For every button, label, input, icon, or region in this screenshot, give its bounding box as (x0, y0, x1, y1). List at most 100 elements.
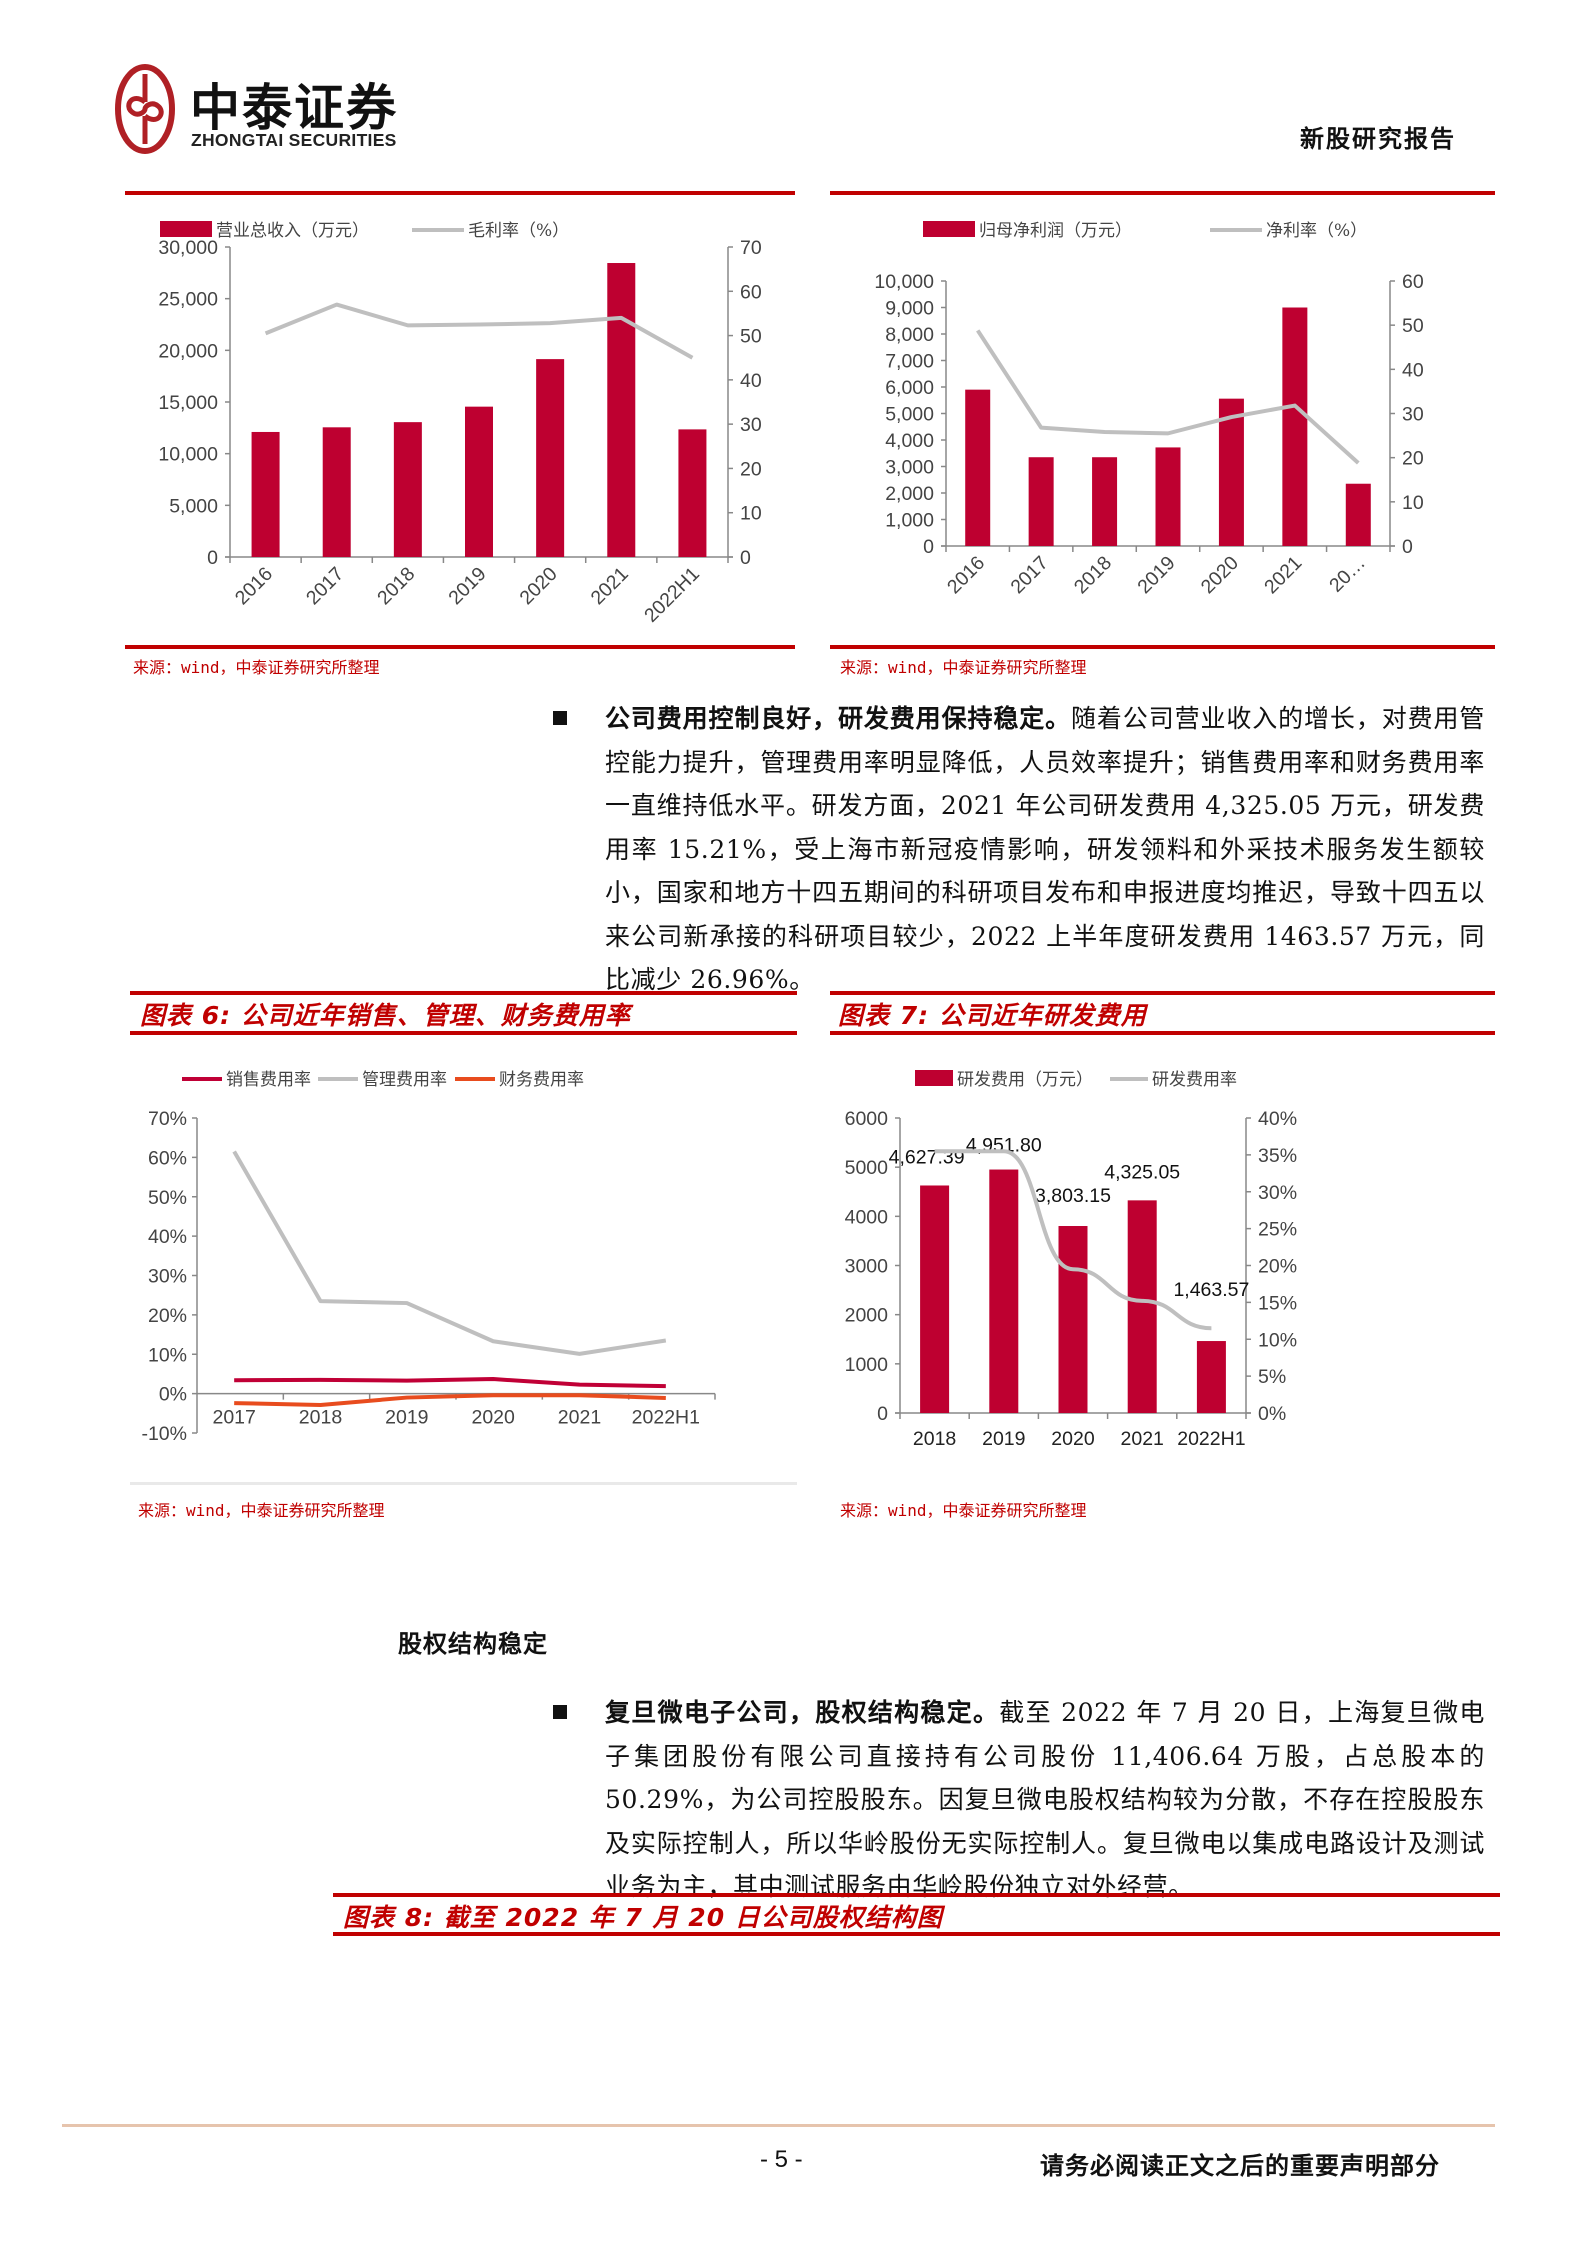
legend-label: 财务费用率 (499, 1070, 584, 1090)
bar (1155, 447, 1181, 546)
bar (1282, 307, 1308, 546)
y-axis-right-tick: 40 (740, 370, 762, 392)
paragraph-lead: 复旦微电子公司，股权结构稳定。 (605, 1698, 1000, 1727)
revenue-gross-margin-chart: 营业总收入（万元） 毛利率（%） 0 5,000 10,000 15,000 20,000 2… (158, 221, 762, 627)
y-axis-tick: 50% (148, 1187, 187, 1209)
x-axis-tick: 2018 (373, 563, 419, 609)
y-axis-right-tick: 30 (740, 414, 762, 436)
fig8-title-rule-bottom (333, 1932, 1500, 1936)
source-rule-left (130, 1482, 797, 1485)
x-axis-tick: 2017 (1006, 552, 1052, 598)
y-axis-left-tick: 4000 (845, 1206, 889, 1228)
y-axis-left-tick: 3000 (845, 1256, 889, 1278)
bar (322, 427, 351, 557)
bar (1028, 457, 1054, 546)
legend-bar-swatch (915, 1070, 953, 1086)
x-axis-tick: 2016 (943, 552, 989, 598)
page-number: - 5 - (760, 2146, 803, 2173)
rd-expense-chart: 研发费用（万元） 研发费用率 0 1000 2000 3000 4000 5000 6000 0%… (845, 1070, 1297, 1450)
y-axis-left-tick: 7,000 (885, 351, 934, 373)
y-axis-right-tick: 20 (1402, 448, 1424, 470)
x-axis-tick: 2016 (231, 563, 277, 609)
y-axis-right-tick: 20% (1258, 1256, 1297, 1278)
footer-divider (62, 2124, 1495, 2127)
chart-source-note: 来源：wind，中泰证券研究所整理 (138, 1501, 385, 1520)
y-axis-right-tick: 40% (1258, 1108, 1297, 1130)
y-axis-left-tick: 5000 (845, 1157, 889, 1179)
y-axis-left-tick: 6000 (845, 1108, 889, 1130)
x-axis-tick: 2020 (1051, 1428, 1095, 1450)
legend-label: 毛利率（%） (468, 221, 569, 241)
paragraph-body: 截至 2022 年 7 月 20 日，上海复旦微电子集团股份有限公司直接持有公司… (605, 1698, 1485, 1901)
fig8-title-rule-top (333, 1893, 1500, 1897)
y-axis-left-tick: 2,000 (885, 483, 934, 505)
y-axis-tick: 40% (148, 1226, 187, 1248)
x-axis-tick: 2021 (1260, 552, 1306, 598)
series-line (234, 1393, 666, 1408)
y-axis-left-tick: 2000 (845, 1305, 889, 1327)
expense-control-paragraph: 公司费用控制良好，研发费用保持稳定。随着公司营业收入的增长，对费用管控能力提升，… (605, 697, 1485, 1002)
x-axis-tick: 2019 (982, 1428, 1025, 1450)
legend-label: 归母净利润（万元） (979, 221, 1132, 241)
y-axis-right-tick: 60 (740, 281, 762, 303)
footer-disclaimer: 请务必阅读正文之后的重要声明部分 (1040, 2151, 1440, 2180)
y-axis-left-tick: 8,000 (885, 324, 934, 346)
legend-label: 净利率（%） (1266, 221, 1367, 241)
chart-source-note: 来源：wind，中泰证券研究所整理 (840, 1501, 1087, 1520)
bar (1058, 1226, 1088, 1413)
y-axis-right-tick: 50 (1402, 315, 1424, 337)
y-axis-left-tick: 4,000 (885, 430, 934, 452)
y-axis-right-tick: 40 (1402, 359, 1424, 381)
bar (1196, 1341, 1226, 1413)
legend-label: 管理费用率 (362, 1070, 447, 1090)
y-axis-left-tick: 0 (877, 1403, 888, 1425)
equity-structure-paragraph: 复旦微电子公司，股权结构稳定。截至 2022 年 7 月 20 日，上海复旦微电… (605, 1691, 1485, 1909)
net-profit-net-margin-chart: 归母净利润（万元） 净利率（%） 0 1,000 2,000 3,000 4,000 5,00… (874, 221, 1424, 598)
y-axis-left-tick: 0 (207, 547, 218, 569)
fig6-title-rule-top (130, 991, 797, 995)
logo-english-name: ZHONGTAI SECURITIES (191, 130, 397, 150)
x-axis-tick: 2018 (299, 1407, 342, 1429)
y-axis-left-tick: 9,000 (885, 298, 934, 320)
x-axis-tick: 2021 (558, 1407, 601, 1429)
y-axis-left-tick: 6,000 (885, 377, 934, 399)
chart-source-note: 来源：wind，中泰证券研究所整理 (840, 658, 1087, 677)
bar-value-label: 3,803.15 (1035, 1185, 1111, 1207)
bar (607, 263, 636, 557)
y-axis-right-tick: 0 (1402, 536, 1413, 558)
fig6-title-rule-bottom (130, 1031, 797, 1035)
legend-bar-swatch (923, 221, 975, 237)
bar (465, 406, 493, 557)
y-axis-left-tick: 10,000 (158, 444, 218, 466)
x-axis-tick: 2022H1 (640, 563, 704, 627)
series-line (234, 1377, 666, 1389)
x-axis-tick: 2018 (913, 1428, 956, 1450)
x-axis-tick: 2022H1 (1177, 1428, 1245, 1450)
bar (393, 422, 422, 557)
y-axis-tick: 70% (148, 1108, 187, 1130)
x-axis-tick: 2019 (1133, 552, 1179, 598)
y-axis-tick: 10% (148, 1344, 187, 1366)
fig6-title: 图表 6: 公司近年销售、管理、财务费用率 (140, 1001, 631, 1030)
y-axis-left-tick: 5,000 (885, 404, 934, 426)
y-axis-left-tick: 1,000 (885, 510, 934, 532)
legend-label: 销售费用率 (226, 1070, 311, 1090)
bar (1218, 398, 1244, 546)
x-axis-tick: 2021 (587, 563, 633, 609)
bar-value-label: 1,463.57 (1173, 1279, 1249, 1301)
bullet-square-icon (553, 711, 567, 725)
x-axis-tick: 2019 (444, 563, 490, 609)
legend-label: 研发费用率 (1152, 1070, 1237, 1090)
y-axis-right-tick: 10% (1258, 1329, 1297, 1351)
y-axis-right-tick: 20 (740, 458, 762, 480)
x-axis-tick: 2017 (212, 1407, 255, 1429)
y-axis-left-tick: 3,000 (885, 457, 934, 479)
x-axis-tick: 2017 (302, 563, 348, 609)
y-axis-right-tick: 30 (1402, 404, 1424, 426)
y-axis-right-tick: 15% (1258, 1292, 1297, 1314)
y-axis-right-tick: 30% (1258, 1182, 1297, 1204)
bullet-square-icon (553, 1705, 567, 1719)
bar (965, 389, 991, 546)
x-axis-tick: 2019 (385, 1407, 428, 1429)
bar (1345, 483, 1371, 546)
